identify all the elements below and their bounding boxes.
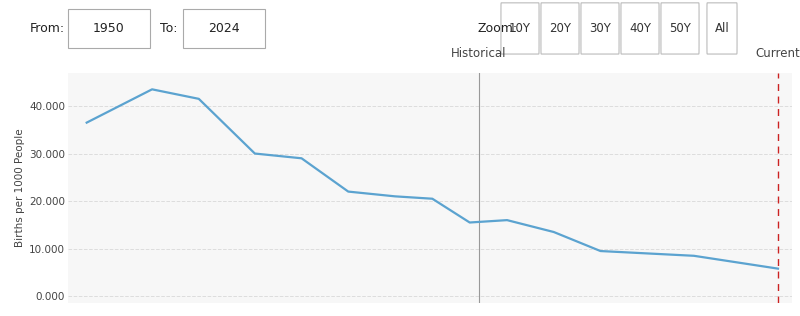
FancyBboxPatch shape xyxy=(661,3,699,54)
FancyBboxPatch shape xyxy=(621,3,659,54)
Text: To:: To: xyxy=(160,22,178,35)
Text: Current: Current xyxy=(756,47,800,60)
Text: All: All xyxy=(714,22,730,35)
FancyBboxPatch shape xyxy=(501,3,539,54)
Text: 1950: 1950 xyxy=(93,22,125,35)
Text: 20Y: 20Y xyxy=(549,22,571,35)
Text: 40Y: 40Y xyxy=(629,22,651,35)
Text: From:: From: xyxy=(30,22,65,35)
Text: 30Y: 30Y xyxy=(589,22,611,35)
Text: Historical: Historical xyxy=(451,47,506,60)
FancyBboxPatch shape xyxy=(68,9,150,48)
Text: 50Y: 50Y xyxy=(669,22,691,35)
Text: Zoom:: Zoom: xyxy=(478,22,518,35)
Y-axis label: Births per 1000 People: Births per 1000 People xyxy=(15,129,25,247)
FancyBboxPatch shape xyxy=(183,9,265,48)
Text: 10Y: 10Y xyxy=(509,22,531,35)
Text: 2024: 2024 xyxy=(208,22,240,35)
FancyBboxPatch shape xyxy=(581,3,619,54)
FancyBboxPatch shape xyxy=(707,3,737,54)
FancyBboxPatch shape xyxy=(541,3,579,54)
